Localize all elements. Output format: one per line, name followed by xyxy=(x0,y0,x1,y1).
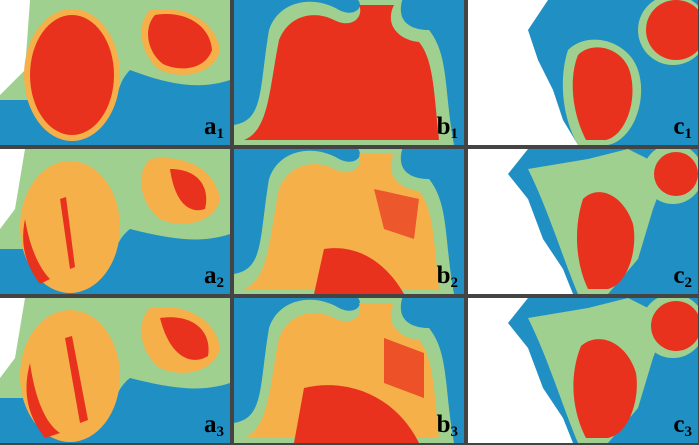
panel-b1: b1 xyxy=(234,0,464,145)
panel-a3: a3 xyxy=(0,298,230,443)
panel-a2: a2 xyxy=(0,149,230,294)
panel-label-c3: c3 xyxy=(673,411,692,440)
map-a2 xyxy=(0,149,230,294)
panel-b3: b3 xyxy=(234,298,464,443)
map-b2 xyxy=(234,149,464,294)
panel-c3: c3 xyxy=(468,298,698,443)
panel-label-c1: c1 xyxy=(673,113,692,142)
map-c3 xyxy=(468,298,698,443)
panel-label-c2: c2 xyxy=(673,262,692,291)
panel-c2: c2 xyxy=(468,149,698,294)
panel-c1: c1 xyxy=(468,0,698,145)
panel-b2: b2 xyxy=(234,149,464,294)
panel-label-a3: a3 xyxy=(204,411,224,440)
map-a1 xyxy=(0,0,230,145)
panel-label-b1: b1 xyxy=(436,113,458,142)
map-b3 xyxy=(234,298,464,443)
panel-label-a2: a2 xyxy=(204,262,224,291)
map-c2 xyxy=(468,149,698,294)
panel-label-b3: b3 xyxy=(436,411,458,440)
map-c1 xyxy=(468,0,698,145)
map-a3 xyxy=(0,298,230,443)
panel-label-a1: a1 xyxy=(204,113,224,142)
panel-label-b2: b2 xyxy=(436,262,458,291)
panel-a1: a1 xyxy=(0,0,230,145)
map-b1 xyxy=(234,0,464,145)
